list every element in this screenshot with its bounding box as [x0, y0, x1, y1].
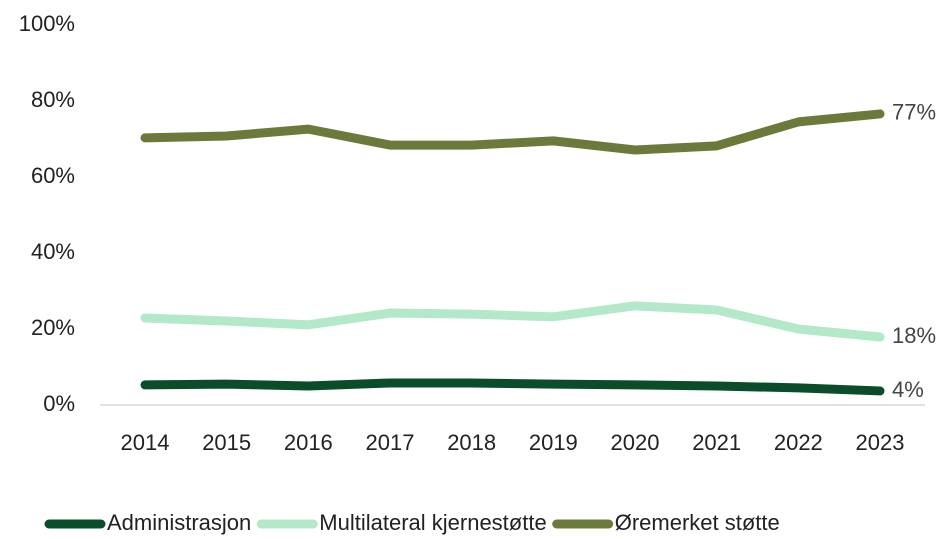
series-line	[140, 378, 885, 396]
series-line	[140, 301, 885, 342]
x-tick-label: 2016	[284, 430, 333, 455]
y-tick-label: 60%	[31, 163, 75, 188]
x-tick-label: 2022	[774, 430, 823, 455]
x-tick-label: 2023	[856, 430, 905, 455]
legend-label: Administrasjon	[107, 510, 251, 535]
x-tick-label: 2017	[366, 430, 415, 455]
value-label: 18%	[892, 323, 936, 348]
x-tick-label: 2015	[202, 430, 251, 455]
x-tick-label: 2019	[529, 430, 578, 455]
x-tick-label: 2021	[692, 430, 741, 455]
value-label: 4%	[892, 377, 924, 402]
x-tick-label: 2018	[447, 430, 496, 455]
y-tick-label: 80%	[31, 87, 75, 112]
x-tick-label: 2020	[611, 430, 660, 455]
y-tick-label: 0%	[43, 391, 75, 416]
series-line	[140, 109, 885, 155]
y-tick-label: 20%	[31, 315, 75, 340]
y-tick-label: 100%	[19, 11, 75, 36]
y-tick-label: 40%	[31, 239, 75, 264]
legend-label: Multilateral kjernestøtte	[319, 510, 546, 535]
value-label: 77%	[892, 100, 936, 125]
legend-label: Øremerket støtte	[615, 510, 780, 535]
x-tick-label: 2014	[121, 430, 170, 455]
